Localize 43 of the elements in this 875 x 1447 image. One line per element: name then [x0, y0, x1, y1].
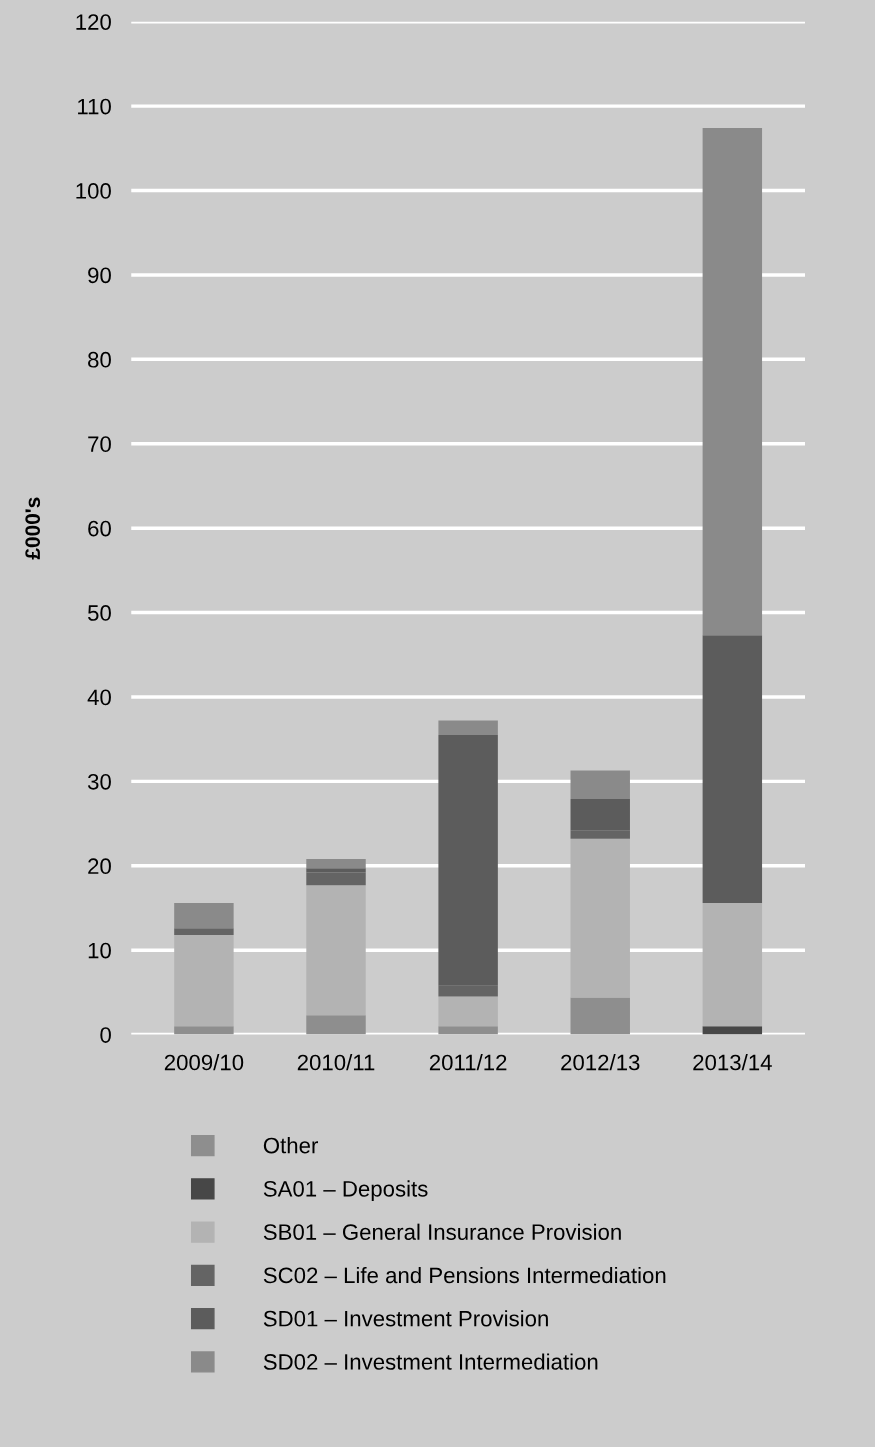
- x-tick-label: 2013/14: [693, 1054, 772, 1071]
- x-tick-label: 2012/13: [561, 1054, 640, 1071]
- y-tick-label: 40: [87, 689, 111, 706]
- legend-label: SB01 – General Insurance Provision: [263, 1223, 621, 1240]
- bar: [570, 770, 630, 800]
- y-tick-label: 90: [88, 267, 111, 284]
- legend-label: Other: [263, 1137, 318, 1154]
- bar: [438, 1026, 498, 1035]
- legend-label: SA01 – Deposits: [263, 1180, 428, 1202]
- x-tick-label: 2010/11: [297, 1054, 375, 1071]
- bar: [570, 997, 630, 1035]
- bar: [306, 885, 366, 1016]
- y-tick-label: 100: [76, 183, 111, 199]
- legend-label: SC02 – Life and Pensions Intermediation: [263, 1266, 666, 1284]
- y-tick-label: 60: [88, 520, 111, 537]
- y-tick-label: 120: [76, 14, 111, 30]
- y-tick-label: 30: [87, 773, 111, 790]
- bar: [306, 859, 366, 869]
- bar: [702, 128, 763, 636]
- bar: [174, 902, 234, 929]
- y-tick-label: 110: [78, 98, 111, 115]
- y-axis-title: £000's: [25, 497, 41, 560]
- legend-label: SD01 – Investment Provision: [263, 1310, 548, 1327]
- x-tick-label: 2011/12: [429, 1054, 507, 1071]
- bar: [174, 1026, 234, 1035]
- bar: [174, 928, 234, 935]
- y-tick-label: 20: [88, 858, 111, 875]
- bar: [570, 838, 630, 998]
- bar: [438, 996, 498, 1027]
- bar: [306, 872, 366, 886]
- bar: [702, 635, 763, 903]
- y-tick-label: 50: [87, 605, 111, 621]
- y-tick-label: 80: [88, 351, 111, 368]
- bar: [702, 902, 763, 1027]
- y-tick-label: 10: [88, 942, 111, 959]
- bar: [438, 720, 498, 735]
- bar: [306, 1015, 366, 1035]
- x-tick-label: 2009/10: [164, 1054, 244, 1071]
- y-tick-label: 0: [100, 1027, 111, 1043]
- legend-label: SD02 – Investment Intermediation: [263, 1353, 598, 1370]
- y-tick-label: 70: [88, 436, 111, 453]
- bar: [174, 935, 234, 1027]
- bar: [702, 1026, 763, 1035]
